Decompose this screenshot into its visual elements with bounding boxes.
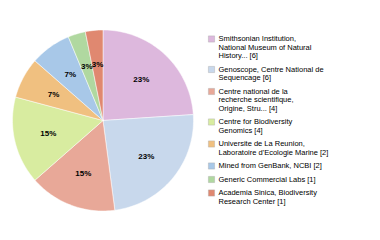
svg-text:7%: 7%	[65, 70, 77, 79]
svg-text:Academia Sinica, BiodiversityR: Academia Sinica, BiodiversityResearch Ce…	[219, 188, 318, 206]
svg-text:15%: 15%	[40, 129, 56, 138]
svg-text:Generic Commercial Labs [1]: Generic Commercial Labs [1]	[219, 175, 316, 184]
svg-text:Smithsonian Institution,Nation: Smithsonian Institution,National Museum …	[219, 34, 312, 60]
svg-text:Mined from GenBank, NCBI [2]: Mined from GenBank, NCBI [2]	[219, 161, 322, 170]
svg-text:Centre for BiodiversityGenomic: Centre for BiodiversityGenomics [4]	[219, 117, 293, 135]
svg-text:7%: 7%	[48, 90, 60, 99]
svg-text:Centre national de larecherche: Centre national de larecherche scientifi…	[219, 87, 294, 113]
svg-text:23%: 23%	[138, 152, 154, 161]
svg-text:15%: 15%	[75, 169, 91, 178]
svg-text:3%: 3%	[80, 62, 93, 72]
svg-text:Universite de La Reunion,Labor: Universite de La Reunion,Laboratoire d'E…	[219, 139, 329, 157]
svg-text:Genoscope, Centre National deS: Genoscope, Centre National deSequencage …	[219, 65, 324, 83]
svg-text:23%: 23%	[133, 75, 149, 84]
svg-text:3%: 3%	[92, 60, 104, 69]
